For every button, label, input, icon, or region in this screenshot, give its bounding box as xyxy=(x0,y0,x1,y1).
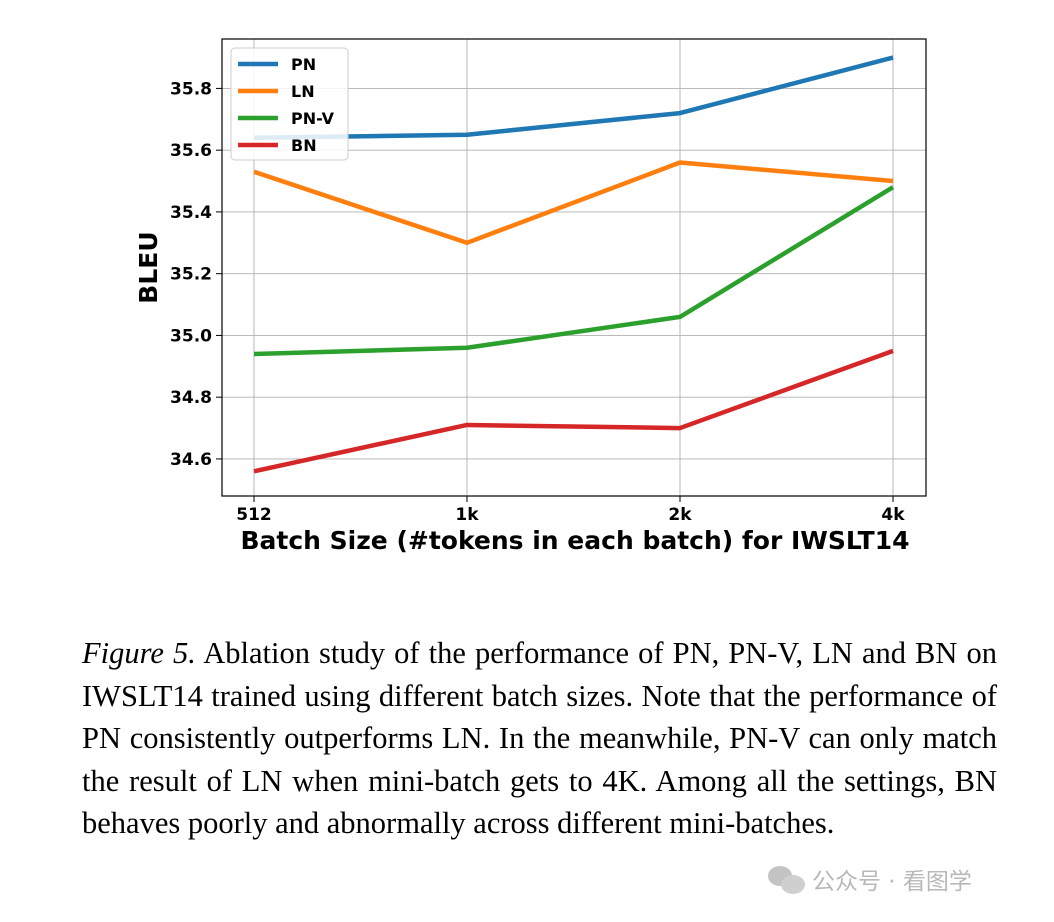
watermark: 公众号 · 看图学 xyxy=(768,862,972,896)
y-tick-label: 35.8 xyxy=(170,79,212,99)
y-tick-label: 35.4 xyxy=(170,203,212,223)
figure-caption: Figure 5. Ablation study of the performa… xyxy=(82,632,997,845)
y-axis-title: BLEU xyxy=(134,231,163,303)
x-tick-label: 512 xyxy=(236,505,272,525)
y-tick-label: 34.6 xyxy=(170,450,212,470)
bleu-line-chart: 512 1k 2k 4k 34.6 34.8 35.0 35.2 35.4 35.6 35.8 PN… xyxy=(134,38,927,555)
watermark-text: 公众号 · 看图学 xyxy=(812,869,972,895)
legend-label: LN xyxy=(291,82,315,101)
y-tick-label: 35.2 xyxy=(170,265,212,285)
y-tick-label: 35.6 xyxy=(170,141,212,161)
legend-label: BN xyxy=(291,136,317,155)
legend: PN LN PN-V BN xyxy=(230,47,349,161)
y-tick-label: 35.0 xyxy=(170,326,212,346)
series-line-ln xyxy=(253,160,894,246)
x-tick-label: 1k xyxy=(455,505,479,525)
caption-figure-label: Figure 5. xyxy=(82,636,196,670)
axis-ticks: 512 1k 2k 4k 34.6 34.8 35.0 35.2 35.4 35.6 35.8 xyxy=(170,79,905,525)
series-lines xyxy=(253,55,895,474)
legend-label: PN xyxy=(291,55,316,74)
wechat-icon xyxy=(768,864,806,894)
series-line-pn xyxy=(253,55,894,141)
plot-area-frame xyxy=(221,38,927,497)
x-tick-label: 2k xyxy=(668,505,692,525)
legend-box xyxy=(230,47,349,161)
x-axis-title: Batch Size (#tokens in each batch) for I… xyxy=(240,526,909,555)
legend-label: PN-V xyxy=(291,109,335,128)
caption-text: Ablation study of the performance of PN,… xyxy=(82,636,997,840)
x-tick-label: 4k xyxy=(881,505,905,525)
y-tick-label: 34.8 xyxy=(170,388,212,408)
series-line-bn xyxy=(253,348,894,474)
series-line-pn-v xyxy=(253,185,895,357)
